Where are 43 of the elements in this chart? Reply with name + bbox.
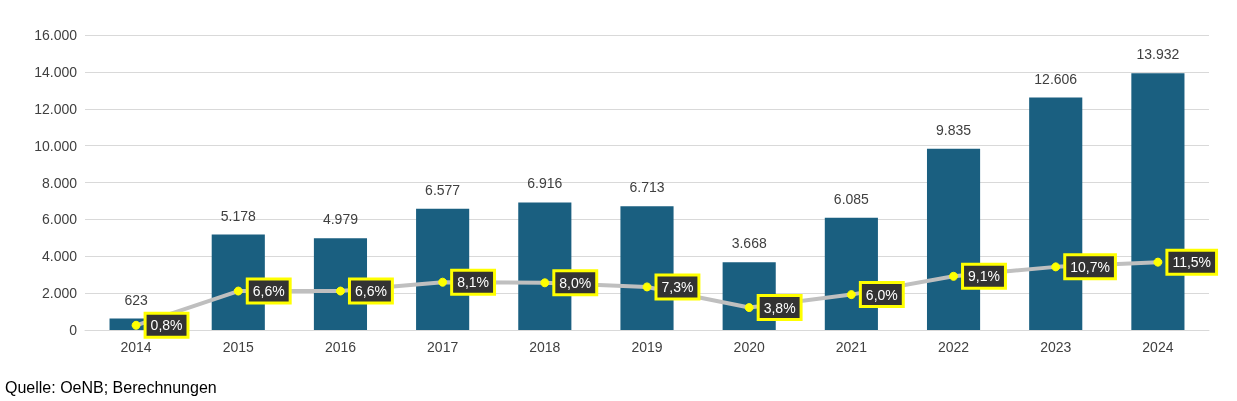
data-label: 623 [124, 291, 148, 308]
y-tick-label: 10.000 [34, 137, 78, 154]
x-tick-label: 2018 [529, 339, 561, 355]
data-label: 6.916 [527, 175, 563, 192]
data-label: 6,6% [252, 283, 285, 300]
x-tick-label: 2021 [835, 339, 868, 355]
data-label: 13.932 [1136, 46, 1180, 63]
data-label: 6,0% [865, 286, 898, 303]
y-tick-label: 6.000 [41, 211, 78, 228]
x-tick-label: 2015 [222, 339, 255, 355]
x-tick-label: 2020 [733, 339, 765, 355]
data-label: 3.668 [731, 235, 767, 252]
x-tick-label: 2019 [631, 339, 663, 355]
data-label: 11,5% [1172, 254, 1212, 271]
x-tick-label: 2024 [1142, 339, 1174, 355]
data-label: 0,8% [150, 317, 183, 334]
y-tick-label: 12.000 [34, 100, 78, 117]
x-tick-label: 2017 [427, 339, 459, 355]
data-label: 8,1% [457, 274, 490, 291]
data-label: 8,0% [559, 274, 592, 291]
y-tick-label: 4.000 [41, 248, 78, 265]
data-label: 9.835 [936, 121, 972, 138]
data-label: 9,1% [968, 268, 1000, 285]
data-label: 6.577 [425, 181, 461, 198]
x-tick-label: 2016 [324, 339, 357, 355]
y-tick-label: 2.000 [41, 285, 78, 302]
x-tick-label: 2014 [120, 339, 152, 355]
data-label: 6,6% [354, 283, 387, 300]
data-label: 5.178 [220, 207, 256, 224]
y-tick-label: 16.000 [34, 27, 78, 43]
data-label: 10,7% [1070, 258, 1110, 275]
data-label: 12.606 [1034, 70, 1078, 87]
data-label: 4.979 [322, 211, 359, 228]
data-label: 6.085 [833, 190, 870, 207]
y-tick-label: 0 [69, 322, 78, 338]
x-tick-label: 2023 [1040, 339, 1072, 355]
y-tick-label: 14.000 [34, 63, 78, 80]
x-tick-label: 2022 [937, 339, 970, 355]
source-note: Quelle: OeNB; Berechnungen [5, 378, 217, 396]
y-tick-label: 8.000 [41, 174, 78, 191]
data-label: 7,3% [661, 278, 694, 295]
data-label: 3,8% [763, 299, 796, 316]
data-label: 6.713 [629, 179, 665, 196]
